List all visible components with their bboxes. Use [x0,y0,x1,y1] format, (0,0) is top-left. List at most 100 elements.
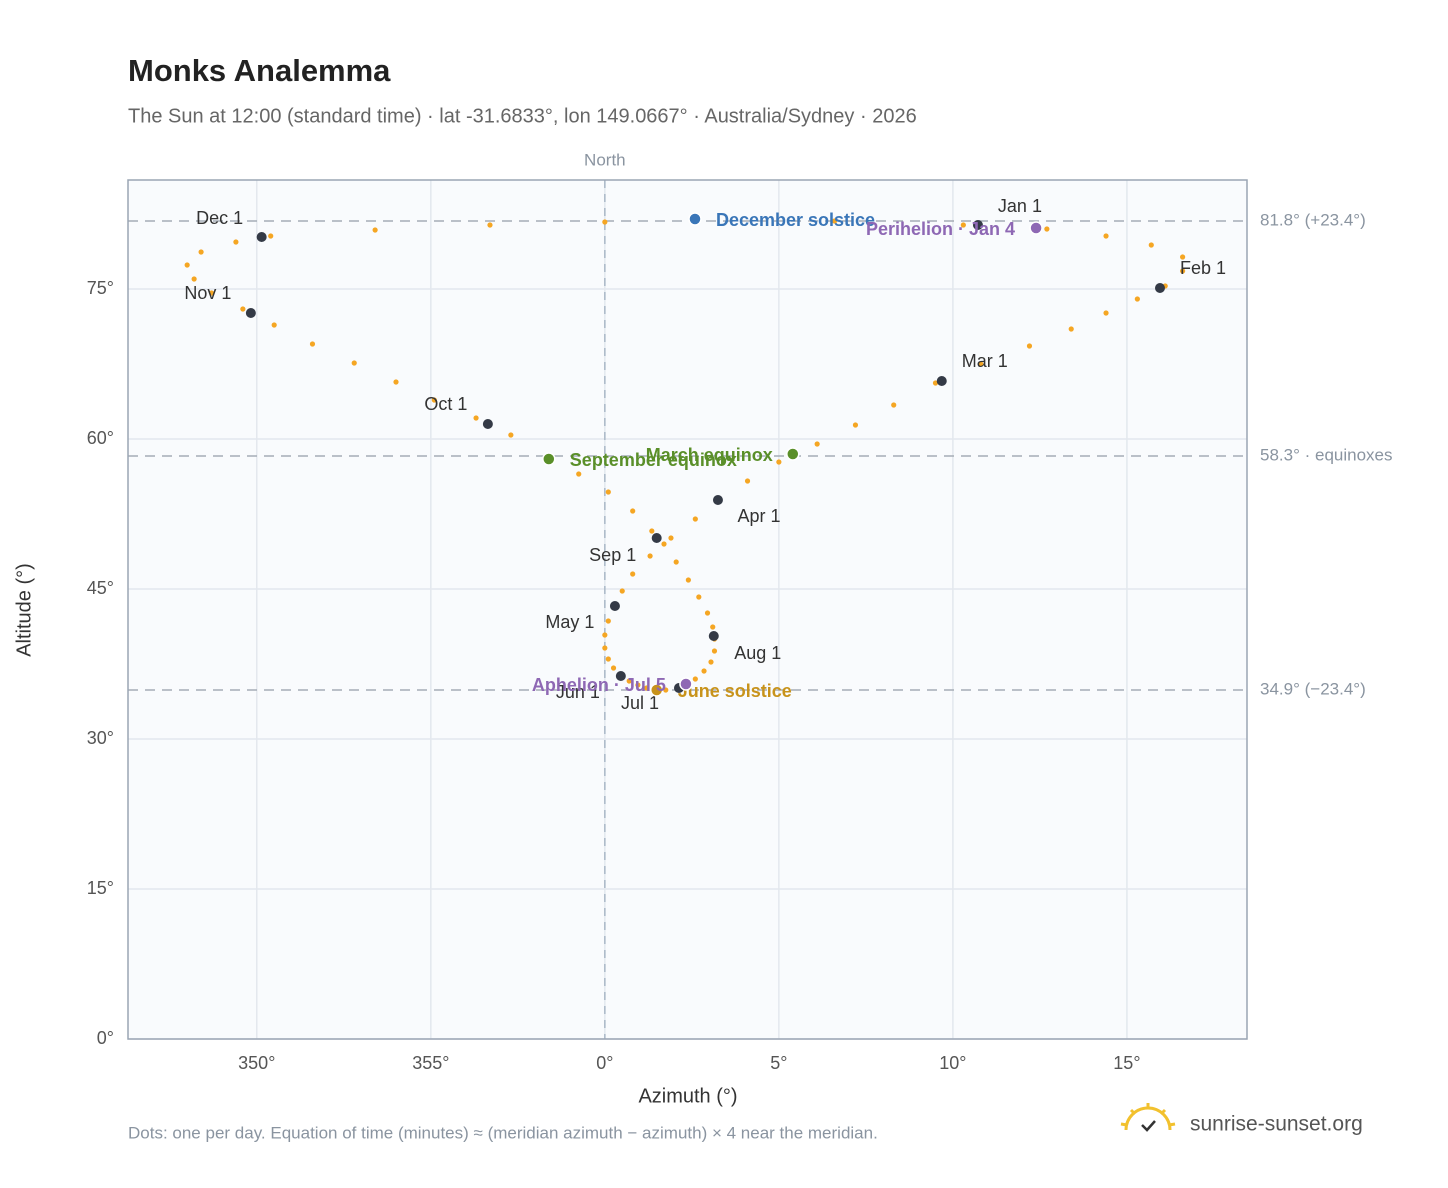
north-label: North [584,150,626,169]
plot-area [128,180,1247,1039]
month-label: Mar 1 [962,351,1008,371]
day-dot [701,668,707,674]
day-dot [708,659,714,665]
month-label: Apr 1 [737,506,780,526]
day-dot [630,508,636,514]
day-dot [776,459,782,465]
day-dot [602,632,608,638]
day-dot [692,516,698,522]
day-dot [891,402,897,408]
day-dot [184,262,190,268]
month-marker [708,631,719,641]
day-dot [198,249,204,255]
month-label: Jun 1 [556,682,600,702]
day-dot [208,290,215,296]
month-marker [972,220,983,230]
day-dot [814,441,820,447]
month-marker [609,601,620,611]
plot-frame [127,179,1248,1040]
chart-subtitle: The Sun at 12:00 (standard time) · lat -… [128,105,917,127]
day-dot [704,610,711,616]
day-dot [309,341,316,347]
day-dot [240,306,246,312]
day-dot [649,528,655,534]
day-dot [647,553,653,559]
day-dot [271,322,277,328]
day-dot [619,588,625,594]
day-dot [744,478,751,484]
x-axis-label: Azimuth (°) [638,1085,737,1107]
month-marker [651,533,662,543]
event-marker [649,683,664,697]
day-dot [351,360,357,366]
day-dot [626,678,632,684]
day-dot [630,571,636,577]
month-label: Oct 1 [424,394,467,414]
day-dot [711,648,718,654]
month-label: Sep 1 [589,545,636,565]
y-axis-label: Altitude (°) [13,563,35,657]
month-marker [1154,283,1165,293]
month-marker [256,232,267,242]
day-dot [960,222,966,228]
day-dot [673,559,679,565]
event-marker [679,677,693,691]
day-dot [661,541,667,547]
month-label: May 1 [545,612,594,632]
event-label: June solstice [678,681,792,701]
day-dot [508,432,514,438]
day-dot [1103,310,1109,316]
reference-label: 34.9° (−23.4°) [1260,679,1366,698]
x-tick-label: 355° [412,1053,449,1073]
y-tick-label: 75° [87,278,114,298]
day-dot [268,233,274,239]
event-marker [1029,221,1043,235]
day-dot [233,239,239,245]
day-dot [668,535,674,541]
day-dot [685,577,691,583]
month-label: Feb 1 [1180,258,1226,278]
y-tick-label: 15° [87,878,114,898]
day-dot [576,471,582,477]
footnote: Dots: one per day. Equation of time (min… [128,1123,878,1142]
day-dot [1068,326,1074,332]
month-label: Jan 1 [998,196,1042,216]
day-dot [191,276,197,282]
day-dot [1103,233,1109,239]
month-label: Nov 1 [184,283,231,303]
event-marker [688,212,702,226]
event-label: March equinox [646,445,773,465]
day-dot [852,422,859,428]
day-dot [644,685,650,691]
event-label: September equinox [570,450,737,470]
day-dot [602,219,608,225]
day-dot [487,222,493,228]
y-tick-label: 30° [87,728,114,748]
day-dot [978,361,984,367]
day-dot [372,227,378,233]
day-dot [831,218,838,224]
month-marker [712,495,723,505]
day-dot [610,665,617,671]
day-dot [663,687,669,693]
x-tick-label: 15° [1113,1053,1140,1073]
event-label: Aphelion · Jul 5 [532,675,666,695]
x-tick-label: 10° [939,1053,966,1073]
month-marker [615,671,626,681]
day-dot [605,618,611,624]
month-marker [245,308,256,318]
day-dot [1180,268,1186,274]
day-dot [393,379,399,385]
event-label: Perihelion · Jan 4 [866,219,1015,239]
day-dot [692,676,698,682]
day-dot [602,645,608,651]
event-label: December solstice [716,210,875,230]
day-dot [696,594,702,600]
day-dot [1026,343,1033,349]
event-marker [542,452,556,466]
day-dot [473,415,479,421]
day-dot [605,489,611,495]
x-tick-label: 5° [770,1053,787,1073]
plot-layer: Jan 1 Feb 1 Mar 1 Apr 1 May 1 Jun 1 Jul 1 Aug 1… [128,180,1247,1040]
